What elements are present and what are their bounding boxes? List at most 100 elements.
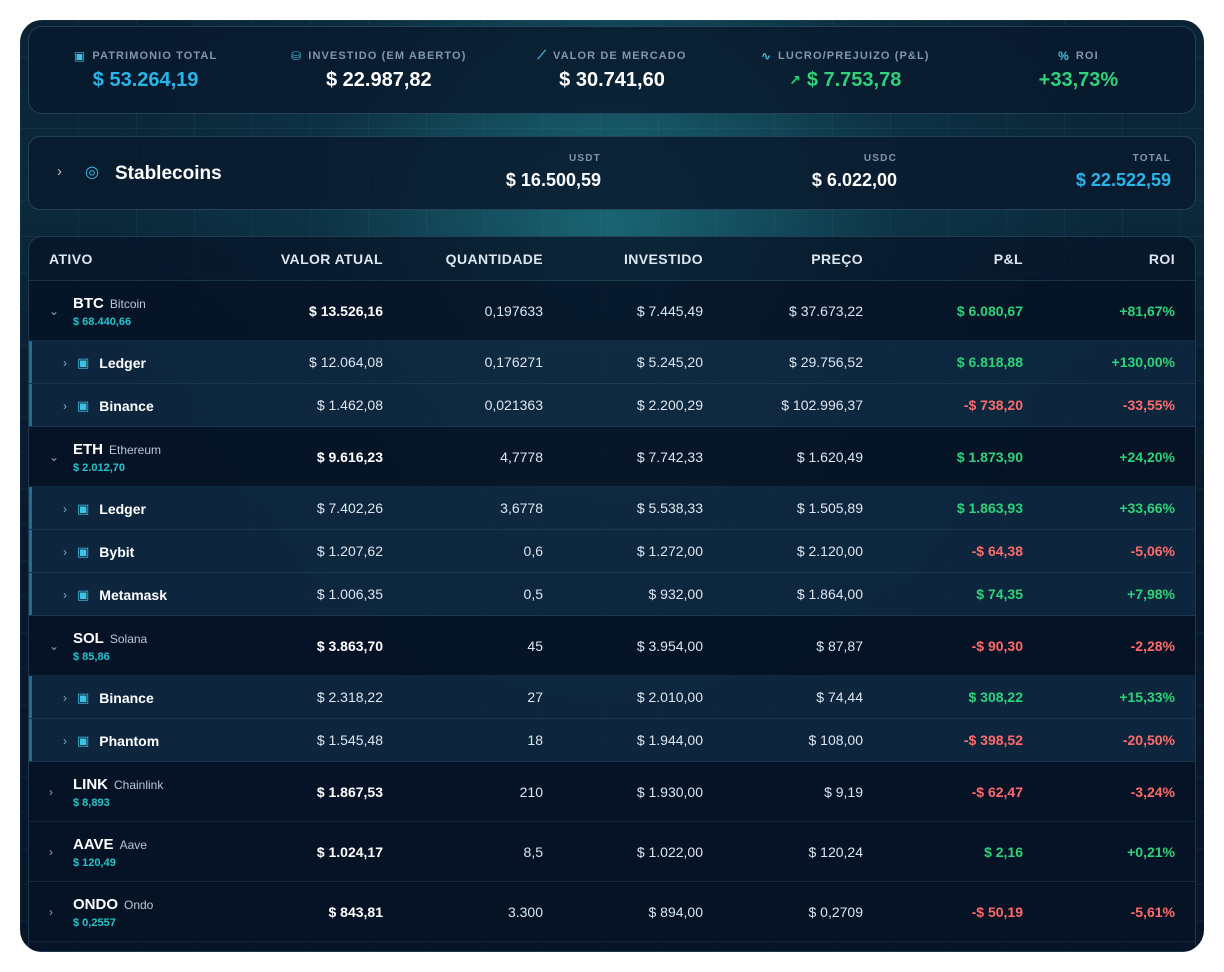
- asset-cell: › LINK Chainlink $ 8,893: [49, 762, 163, 822]
- preco: $ 74,44: [816, 689, 863, 705]
- asset-row-aave[interactable]: › AAVE Aave $ 120,49 $ 1.024,17 8,5 $ 1.022,00…: [29, 822, 1195, 882]
- roi-value: +0,21%: [1127, 843, 1175, 860]
- wallet-row[interactable]: › ▣ Bybit $ 1.207,62 0,6 $ 1.272,00 $ 2.120,00…: [29, 530, 1195, 573]
- stablecoins-total: TOTAL $ 22.522,59: [1076, 153, 1171, 191]
- asset-symbol: SOL: [73, 629, 104, 647]
- investido: $ 7.445,49: [636, 302, 703, 319]
- roi-value: -5,61%: [1130, 903, 1175, 920]
- asset-cell: › AAVE Aave $ 120,49: [49, 822, 147, 882]
- roi-value: +15,33%: [1119, 689, 1175, 705]
- header-valor-atual[interactable]: VALOR ATUAL: [280, 250, 383, 267]
- wallet-icon: ▣: [77, 732, 90, 748]
- asset-row-sol[interactable]: ⌄ SOL Solana $ 85,86 $ 3.863,70 45 $ 3.954,00 $…: [29, 616, 1195, 676]
- chevron-down-icon[interactable]: ⌄: [49, 304, 60, 318]
- asset-price: $ 8,893: [73, 796, 110, 809]
- pl-value: $ 74,35: [976, 586, 1023, 602]
- usdt-total: USDT $ 16.500,59: [506, 153, 601, 191]
- asset-symbol: ONDO: [73, 895, 118, 913]
- chevron-right-icon[interactable]: ›: [49, 785, 53, 799]
- header-ativo[interactable]: ATIVO: [49, 250, 93, 267]
- table-header: ATIVO VALOR ATUAL QUANTIDADE INVESTIDO P…: [29, 237, 1195, 281]
- activity-icon: ∿: [760, 48, 772, 63]
- quantidade: 4,7778: [500, 448, 543, 465]
- header-pl[interactable]: P&L: [993, 250, 1023, 267]
- wallet-row[interactable]: › ▣ Metamask $ 1.006,35 0,5 $ 932,00 $ 1.864,0…: [29, 573, 1195, 616]
- valor-atual: $ 1.867,53: [316, 783, 383, 800]
- asset-cell: › ONDO Ondo $ 0,2557: [49, 882, 153, 942]
- header-quantidade[interactable]: QUANTIDADE: [445, 250, 543, 267]
- stablecoins-row[interactable]: › ◎ Stablecoins USDT $ 16.500,59 USDC $ …: [28, 136, 1196, 210]
- chevron-right-icon[interactable]: ›: [49, 845, 53, 859]
- asset-row-ondo[interactable]: › ONDO Ondo $ 0,2557 $ 843,81 3.300 $ 894,00 $ …: [29, 882, 1195, 942]
- wallet-row[interactable]: › ▣ Phantom $ 1.545,48 18 $ 1.944,00 $ 108,00 -…: [29, 719, 1195, 762]
- chevron-right-icon[interactable]: ›: [63, 501, 67, 516]
- chevron-right-icon[interactable]: ›: [63, 544, 67, 559]
- assets-table: ATIVO VALOR ATUAL QUANTIDADE INVESTIDO P…: [28, 236, 1196, 952]
- asset-price: $ 0,2557: [73, 916, 116, 929]
- chevron-right-icon[interactable]: ›: [63, 587, 67, 602]
- investido: $ 1.272,00: [636, 543, 703, 559]
- wallet-name: Ledger: [99, 500, 146, 517]
- asset-symbol: LINK: [73, 775, 108, 793]
- header-investido[interactable]: INVESTIDO: [623, 250, 703, 267]
- header-preco[interactable]: PREÇO: [811, 250, 863, 267]
- asset-price: $ 85,86: [73, 650, 110, 663]
- asset-row-link[interactable]: › LINK Chainlink $ 8,893 $ 1.867,53 210 $ 1.93…: [29, 762, 1195, 822]
- quantidade: 0,5: [523, 586, 543, 602]
- pl-value: $ 6.080,67: [956, 302, 1023, 319]
- chevron-right-icon[interactable]: ›: [57, 163, 62, 180]
- quantidade: 210: [519, 783, 543, 800]
- roi-value: +81,67%: [1119, 302, 1175, 319]
- pl-value: -$ 398,52: [963, 732, 1023, 748]
- roi-value: +33,66%: [1119, 500, 1175, 516]
- valor-atual: $ 9.616,23: [316, 448, 383, 465]
- asset-symbol: ETH: [73, 440, 103, 458]
- investido: $ 5.245,20: [636, 354, 703, 370]
- wallet-icon: ▣: [77, 543, 90, 559]
- header-roi[interactable]: ROI: [1148, 250, 1175, 267]
- wallet-row[interactable]: › ▣ Ledger $ 12.064,08 0,176271 $ 5.245,20 $ 2…: [29, 341, 1195, 384]
- quantidade: 0,176271: [484, 354, 543, 370]
- wallet-row[interactable]: › ▣ Binance $ 2.318,22 27 $ 2.010,00 $ 74,44 $ …: [29, 676, 1195, 719]
- valor-atual: $ 1.545,48: [316, 732, 383, 748]
- chevron-right-icon[interactable]: ›: [63, 355, 67, 370]
- roi-value: +130,00%: [1111, 354, 1175, 370]
- stat-value: $ 53.264,19: [92, 68, 199, 91]
- wallet-row[interactable]: › ▣ Ledger $ 7.402,26 3,6778 $ 5.538,33 $ 1.50…: [29, 487, 1195, 530]
- chevron-right-icon[interactable]: ›: [63, 690, 67, 705]
- chevron-right-icon[interactable]: ›: [63, 733, 67, 748]
- roi-value: +24,20%: [1119, 448, 1175, 465]
- asset-row-btc[interactable]: ⌄ BTC Bitcoin $ 68.440,66 $ 13.526,16 0,19763…: [29, 281, 1195, 341]
- chevron-right-icon[interactable]: ›: [49, 905, 53, 919]
- quantidade: 45: [527, 637, 543, 654]
- wallet-row[interactable]: › ▣ Binance $ 1.462,08 0,021363 $ 2.200,29 $ 1…: [29, 384, 1195, 427]
- trending-up-icon: ↗: [789, 71, 801, 88]
- chevron-right-icon[interactable]: ›: [63, 398, 67, 413]
- asset-row-eth[interactable]: ⌄ ETH Ethereum $ 2.012,70 $ 9.616,23 4,7778 $ …: [29, 427, 1195, 487]
- summary-card: ▣ PATRIMONIO TOTAL $ 53.264,19 ⛁ INVESTIDO…: [28, 26, 1196, 114]
- investido: $ 7.742,33: [636, 448, 703, 465]
- asset-cell: ⌄ SOL Solana $ 85,86: [49, 616, 147, 676]
- preco: $ 9,19: [824, 783, 863, 800]
- preco: $ 102.996,37: [781, 397, 863, 413]
- coins-icon: ◎: [85, 164, 99, 181]
- wallet-icon: ▣: [77, 586, 90, 602]
- preco: $ 108,00: [808, 732, 864, 748]
- chevron-down-icon[interactable]: ⌄: [49, 450, 60, 464]
- chevron-down-icon[interactable]: ⌄: [49, 639, 60, 653]
- asset-price: $ 2.012,70: [73, 461, 125, 474]
- quantidade: 18: [527, 732, 543, 748]
- usdc-total: USDC $ 6.022,00: [812, 153, 897, 191]
- pl-value: -$ 62,47: [971, 783, 1023, 800]
- coins-icon: ⛁: [291, 48, 303, 63]
- valor-atual: $ 1.207,62: [316, 543, 383, 559]
- stat-investido: ⛁ INVESTIDO (EM ABERTO) $ 22.987,82: [262, 27, 495, 113]
- pl-value: -$ 64,38: [971, 543, 1023, 559]
- stat-label: ROI: [1075, 49, 1099, 62]
- total-value: $ 22.522,59: [1075, 170, 1171, 190]
- stat-value: $ 30.741,60: [559, 69, 665, 91]
- asset-name: Bitcoin: [109, 296, 146, 311]
- wallet-cell: › ▣ Binance: [63, 676, 154, 719]
- preco: $ 2.120,00: [796, 543, 863, 559]
- usdc-label: USDC: [863, 153, 897, 164]
